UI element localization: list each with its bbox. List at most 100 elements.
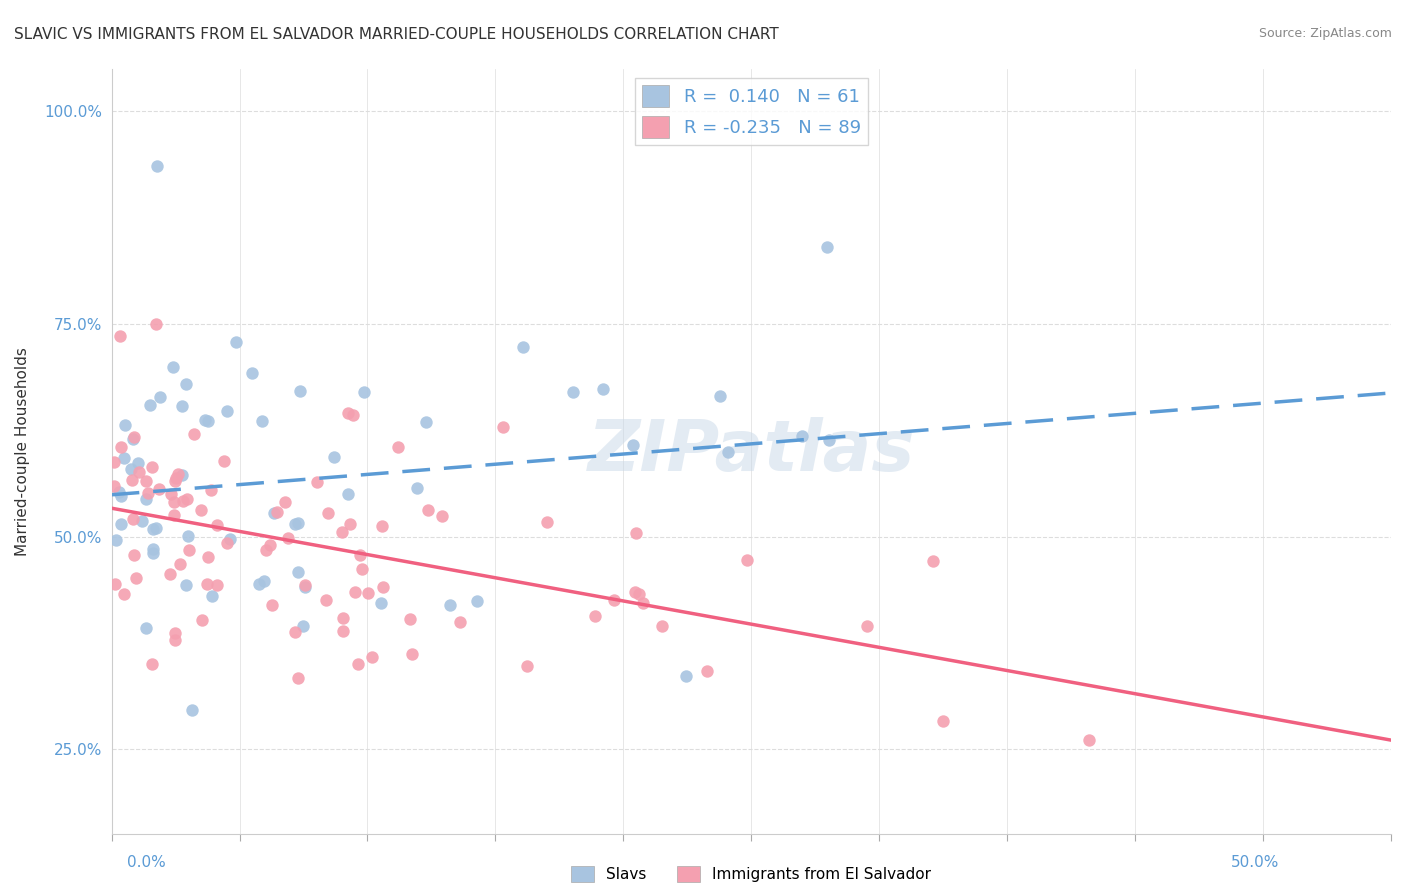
Point <box>201 589 224 603</box>
Point <box>817 433 839 447</box>
Point <box>112 450 135 465</box>
Point <box>136 486 159 500</box>
Point <box>330 524 353 539</box>
Point <box>790 429 813 443</box>
Point <box>371 580 394 594</box>
Point <box>332 611 354 625</box>
Point <box>352 562 374 576</box>
Point <box>307 475 329 489</box>
Point <box>516 659 538 673</box>
Point <box>135 474 157 488</box>
Point <box>162 360 184 375</box>
Point <box>294 580 316 594</box>
Text: 0.0%: 0.0% <box>127 855 166 870</box>
Point <box>163 495 186 509</box>
Point <box>177 529 200 543</box>
Point <box>176 492 198 507</box>
Point <box>624 585 647 599</box>
Point <box>439 598 461 612</box>
Point <box>181 703 204 717</box>
Point <box>339 517 361 532</box>
Point <box>225 334 247 349</box>
Point <box>104 577 127 591</box>
Point <box>114 417 136 432</box>
Point <box>107 484 129 499</box>
Point <box>149 391 172 405</box>
Point <box>336 487 359 501</box>
Text: ZIPatlas: ZIPatlas <box>588 417 915 486</box>
Point <box>284 624 307 639</box>
Point <box>191 614 214 628</box>
Point <box>263 507 285 521</box>
Text: SLAVIC VS IMMIGRANTS FROM EL SALVADOR MARRIED-COUPLE HOUSEHOLDS CORRELATION CHAR: SLAVIC VS IMMIGRANTS FROM EL SALVADOR MA… <box>14 27 779 42</box>
Point <box>163 475 186 489</box>
Point <box>416 502 439 516</box>
Point <box>165 470 187 484</box>
Point <box>135 621 157 635</box>
Point <box>277 532 299 546</box>
Point <box>172 494 194 508</box>
Point <box>122 430 145 444</box>
Point <box>169 557 191 571</box>
Point <box>177 543 200 558</box>
Point <box>141 460 163 475</box>
Point <box>167 467 190 482</box>
Point <box>287 565 309 579</box>
Point <box>121 473 143 487</box>
Point <box>212 454 235 468</box>
Point <box>627 587 650 601</box>
Point <box>219 533 242 547</box>
Point <box>449 615 471 629</box>
Point <box>274 494 297 508</box>
Point <box>139 399 162 413</box>
Point <box>190 503 212 517</box>
Point <box>332 624 354 639</box>
Point <box>401 647 423 661</box>
Point <box>536 515 558 529</box>
Point <box>353 385 375 400</box>
Point <box>141 657 163 672</box>
Point <box>288 384 311 398</box>
Point <box>122 549 145 563</box>
Point <box>294 577 316 591</box>
Point <box>370 596 392 610</box>
Point <box>159 487 181 501</box>
Point <box>249 577 271 591</box>
Point <box>165 632 187 647</box>
Point <box>215 535 238 549</box>
Point <box>127 456 149 470</box>
Point <box>112 587 135 601</box>
Point <box>110 328 132 343</box>
Text: 50.0%: 50.0% <box>1232 855 1279 870</box>
Point <box>146 159 169 173</box>
Point <box>104 533 127 547</box>
Legend: R =  0.140   N = 61, R = -0.235   N = 89: R = 0.140 N = 61, R = -0.235 N = 89 <box>634 78 868 145</box>
Point <box>259 538 281 552</box>
Point <box>197 414 219 428</box>
Point <box>110 441 132 455</box>
Point <box>128 466 150 480</box>
Point <box>183 427 205 442</box>
Point <box>357 585 380 599</box>
Point <box>624 525 647 540</box>
Point <box>110 489 132 503</box>
Point <box>197 549 219 564</box>
Point <box>163 508 186 523</box>
Point <box>195 577 218 591</box>
Point <box>103 478 125 492</box>
Point <box>131 514 153 528</box>
Point <box>287 671 309 685</box>
Point <box>592 383 614 397</box>
Point <box>1078 732 1101 747</box>
Point <box>696 664 718 678</box>
Point <box>135 491 157 506</box>
Point <box>349 548 371 562</box>
Point <box>165 626 187 640</box>
Point <box>323 450 346 465</box>
Point <box>145 520 167 534</box>
Point <box>110 516 132 531</box>
Point <box>253 574 276 588</box>
Point <box>172 399 194 413</box>
Point <box>651 619 673 633</box>
Point <box>240 367 263 381</box>
